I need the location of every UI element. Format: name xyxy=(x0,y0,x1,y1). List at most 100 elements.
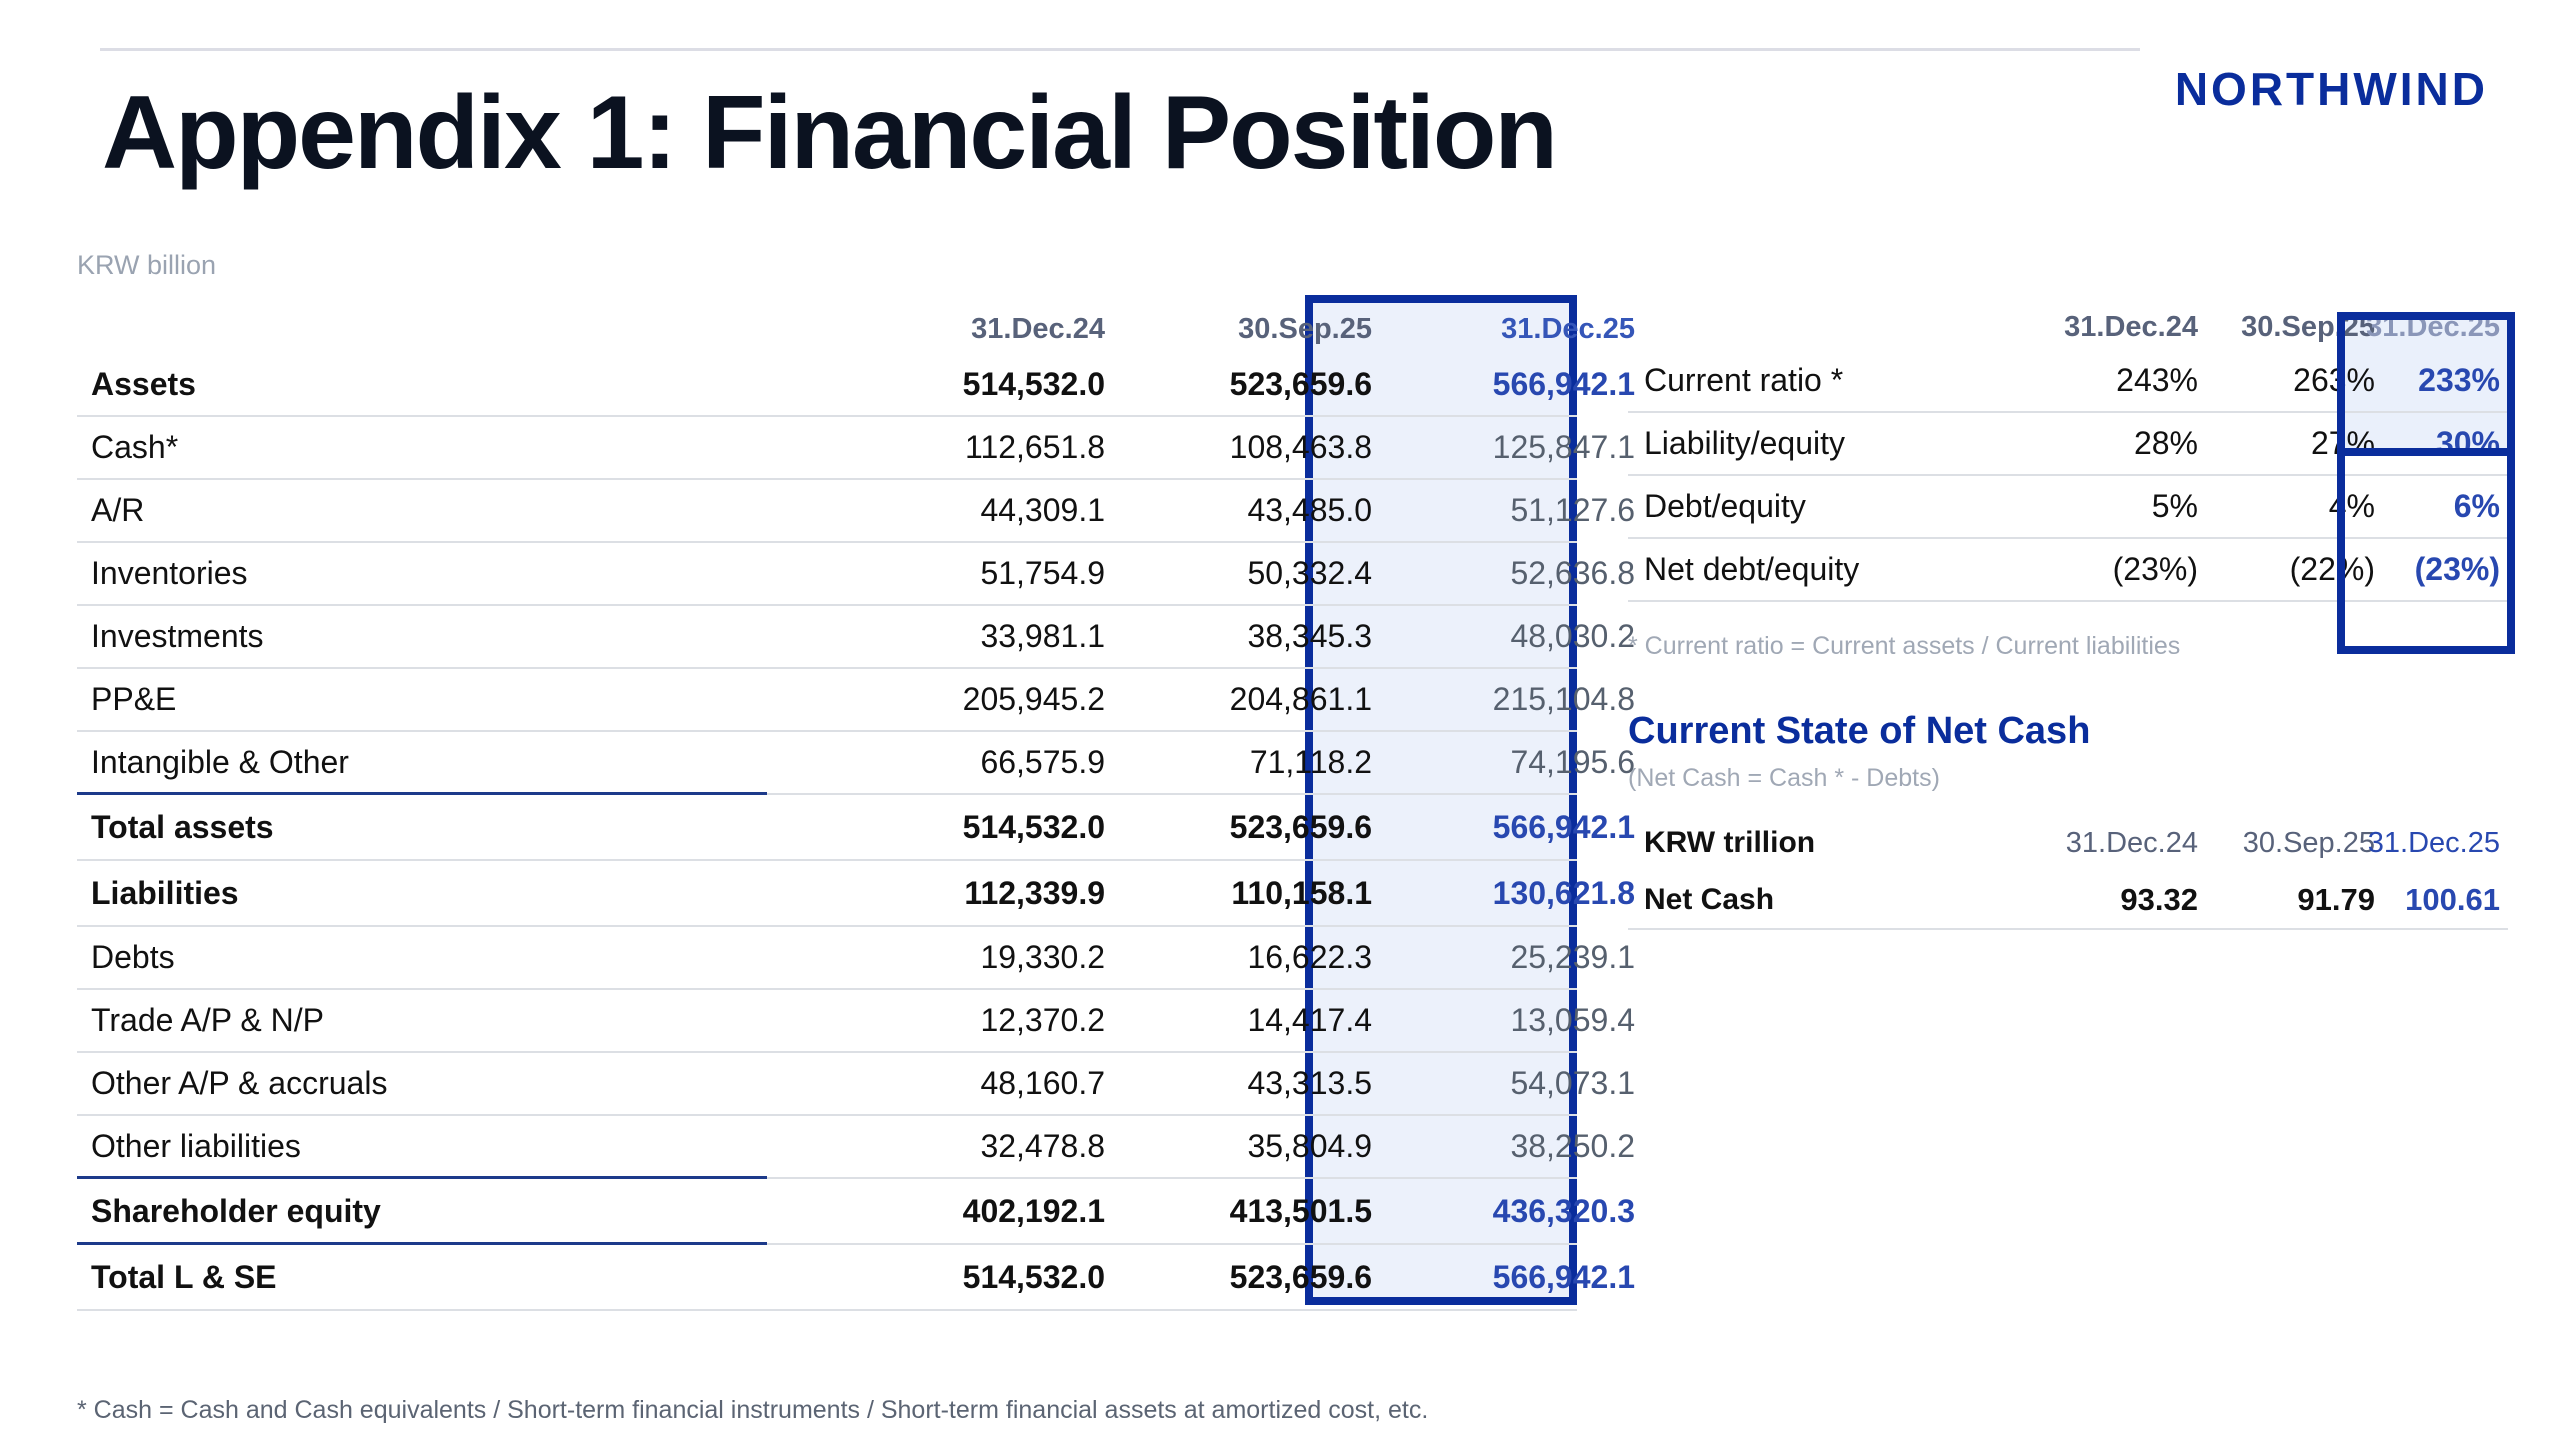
ratio-highlight-box xyxy=(2337,312,2515,654)
table-row: Total L & SE 514,532.0 523,659.6 566,942… xyxy=(77,1245,1635,1311)
page-title: Appendix 1: Financial Position xyxy=(102,75,1558,191)
table-row: Liabilities 112,339.9 110,158.1 130,621.… xyxy=(77,861,1635,927)
row-label: Shareholder equity xyxy=(91,1192,381,1229)
table-row: Other liabilities 32,478.8 35,804.9 38,2… xyxy=(77,1116,1635,1179)
table-row: Shareholder equity 402,192.1 413,501.5 4… xyxy=(77,1179,1635,1245)
row-value: 402,192.1 xyxy=(962,1192,1105,1229)
row-label: Net debt/equity xyxy=(1644,551,1860,587)
table-header-row: KRW trillion 31.Dec.24 30.Sep.25 31.Dec.… xyxy=(1628,814,2508,872)
column-header: 30.Sep.25 xyxy=(2242,826,2375,859)
table-row: Total assets 514,532.0 523,659.6 566,942… xyxy=(77,795,1635,861)
company-logo: NORTHWIND xyxy=(2174,63,2488,115)
top-rule xyxy=(100,48,2140,51)
row-value: 38,250.2 xyxy=(1510,1128,1635,1164)
net-cash-subtitle: (Net Cash = Cash * - Debts) xyxy=(1628,764,1940,792)
row-value: 33,981.1 xyxy=(980,618,1105,654)
ratio-highlight-fill xyxy=(2345,320,2507,448)
column-header: 31.Dec.24 xyxy=(971,313,1105,345)
table-row: Investments 33,981.1 38,345.3 48,030.2 xyxy=(77,606,1635,669)
row-value: 51,754.9 xyxy=(980,555,1105,591)
row-value: 6% xyxy=(2453,488,2500,524)
row-value: 436,320.3 xyxy=(1492,1192,1635,1229)
column-header: 31.Dec.24 xyxy=(2064,311,2198,343)
row-value: 566,942.1 xyxy=(1492,808,1635,845)
row-value: 91.79 xyxy=(2297,882,2375,917)
row-value: 125,847.1 xyxy=(1492,429,1635,465)
table-row: Assets 514,532.0 523,659.6 566,942.1 xyxy=(77,354,1635,417)
row-value: 25,239.1 xyxy=(1510,939,1635,975)
row-label: Other liabilities xyxy=(91,1128,301,1164)
row-label: Investments xyxy=(91,618,264,654)
row-value: 112,339.9 xyxy=(964,874,1105,911)
row-value: (23%) xyxy=(2112,551,2198,587)
row-value: 523,659.6 xyxy=(1229,808,1372,845)
row-value: 523,659.6 xyxy=(1229,366,1372,402)
row-label: Trade A/P & N/P xyxy=(91,1002,324,1038)
table-row: Net debt/equity (23%) (22%) (23%) xyxy=(1628,539,2508,602)
row-value: 35,804.9 xyxy=(1247,1128,1372,1164)
row-label: Total assets xyxy=(91,808,274,845)
current-period-highlight xyxy=(1305,295,1577,1305)
row-value: 110,158.1 xyxy=(1231,874,1372,911)
ratio-highlight-divider xyxy=(2337,448,2515,456)
row-value: 204,861.1 xyxy=(1229,681,1372,717)
row-label: Intangible & Other xyxy=(91,744,349,780)
row-value: 66,575.9 xyxy=(980,744,1105,780)
row-label: PP&E xyxy=(91,681,177,717)
row-label: Liability/equity xyxy=(1644,425,1845,461)
ratio-footnote: * Current ratio = Current assets / Curre… xyxy=(1628,632,2181,660)
column-header: 31.Dec.25 xyxy=(2367,826,2500,859)
table-row: Debt/equity 5% 4% 6% xyxy=(1628,476,2508,539)
row-value: 566,942.1 xyxy=(1492,1258,1635,1295)
row-value: 43,313.5 xyxy=(1247,1065,1372,1101)
row-value: 71,118.2 xyxy=(1249,744,1372,780)
row-value: 32,478.8 xyxy=(980,1128,1105,1164)
footnote: * Cash = Cash and Cash equivalents / Sho… xyxy=(77,1396,1429,1424)
table-row: Intangible & Other 66,575.9 71,118.2 74,… xyxy=(77,732,1635,795)
table-row: Cash* 112,651.8 108,463.8 125,847.1 xyxy=(77,417,1635,480)
row-value: 566,942.1 xyxy=(1492,366,1635,402)
row-label: Net Cash xyxy=(1644,883,1775,916)
row-value: 16,622.3 xyxy=(1247,939,1372,975)
column-header: 31.Dec.24 xyxy=(2065,826,2198,859)
row-label: Current ratio * xyxy=(1644,362,1844,398)
table-row: Debts 19,330.2 16,622.3 25,239.1 xyxy=(77,927,1635,990)
row-label: Assets xyxy=(91,366,196,402)
table-row: Net Cash 93.32 91.79 100.61 xyxy=(1628,872,2508,930)
row-value: 514,532.0 xyxy=(962,1258,1105,1295)
unit-label: KRW billion xyxy=(77,250,217,280)
table-row: Current ratio * 243% 263% 233% xyxy=(1628,350,2508,413)
row-value: 48,160.7 xyxy=(980,1065,1105,1101)
row-value: 38,345.3 xyxy=(1247,618,1372,654)
row-value: 215,104.8 xyxy=(1492,681,1635,717)
net-cash-title: Current State of Net Cash xyxy=(1628,710,2091,752)
row-label: Debt/equity xyxy=(1644,488,1806,524)
row-value: 514,532.0 xyxy=(962,366,1105,402)
row-value: 13,059.4 xyxy=(1510,1002,1635,1038)
row-value: 233% xyxy=(2418,362,2500,398)
row-label: A/R xyxy=(91,492,145,528)
row-value: 43,485.0 xyxy=(1247,492,1372,528)
row-value: (23%) xyxy=(2414,551,2500,587)
row-label: Total L & SE xyxy=(91,1258,277,1295)
row-value: 5% xyxy=(2151,488,2198,524)
row-label: Other A/P & accruals xyxy=(91,1065,388,1101)
net-cash-table: KRW trillion 31.Dec.24 30.Sep.25 31.Dec.… xyxy=(1628,814,2508,930)
table-row: Inventories 51,754.9 50,332.4 52,636.8 xyxy=(77,543,1635,606)
table-row: PP&E 205,945.2 204,861.1 215,104.8 xyxy=(77,669,1635,732)
table-row: A/R 44,309.1 43,485.0 51,127.6 xyxy=(77,480,1635,543)
row-value: 74,195.6 xyxy=(1510,744,1635,780)
row-value: 48,030.2 xyxy=(1510,618,1635,654)
row-value: 50,332.4 xyxy=(1247,555,1372,591)
row-label: Cash* xyxy=(91,429,179,465)
table-row: Trade A/P & N/P 12,370.2 14,417.4 13,059… xyxy=(77,990,1635,1053)
row-value: 51,127.6 xyxy=(1510,492,1635,528)
row-value: 514,532.0 xyxy=(962,808,1105,845)
table-row: Other A/P & accruals 48,160.7 43,313.5 5… xyxy=(77,1053,1635,1116)
row-value: 243% xyxy=(2116,362,2198,398)
balance-sheet-table: 31.Dec.24 30.Sep.25 31.Dec.25 Assets 514… xyxy=(77,292,1635,1311)
row-value: 12,370.2 xyxy=(980,1002,1105,1038)
row-label: Inventories xyxy=(91,555,248,591)
row-value: 44,309.1 xyxy=(980,492,1105,528)
